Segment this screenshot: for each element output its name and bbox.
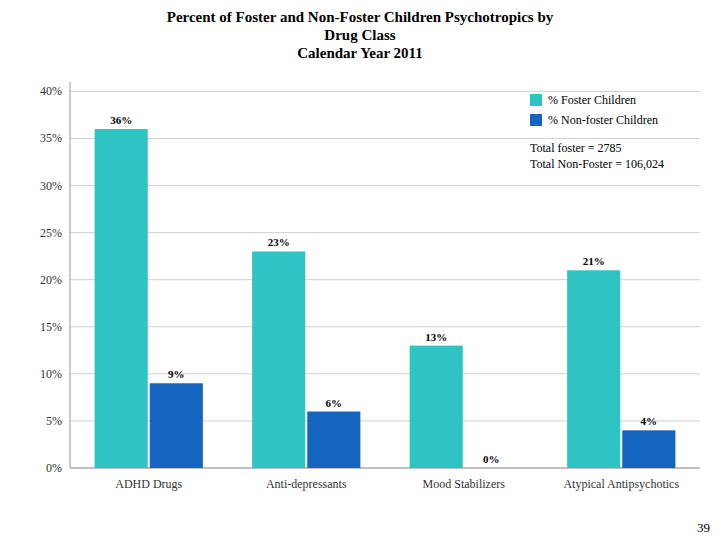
legend-label: % Non-foster Children [548, 113, 658, 127]
data-label: 21% [583, 255, 605, 267]
bar [150, 383, 203, 468]
data-label: 0% [483, 453, 500, 465]
x-tick-label: Anti-depressants [266, 477, 347, 491]
y-tick-label: 20% [40, 273, 62, 287]
legend-label: % Foster Children [548, 93, 636, 107]
x-tick-label: ADHD Drugs [115, 477, 182, 491]
y-tick-label: 15% [40, 320, 62, 334]
y-tick-label: 10% [40, 367, 62, 381]
grid-line [70, 185, 700, 186]
title-line: Drug Class [324, 27, 395, 43]
y-tick-label: 0% [46, 461, 62, 475]
y-tick-label: 40% [40, 84, 62, 98]
legend-swatch [530, 114, 542, 126]
page-number: 39 [697, 520, 710, 535]
data-label: 6% [326, 397, 343, 409]
grid [70, 91, 700, 468]
data-label: 36% [110, 114, 132, 126]
y-tick-label: 35% [40, 131, 62, 145]
legend: % Foster Children % Non-foster Children [530, 93, 658, 127]
data-label: 9% [168, 368, 185, 380]
y-tick-label: 5% [46, 414, 62, 428]
y-tick-label: 30% [40, 179, 62, 193]
title: Percent of Foster and Non-Foster Childre… [167, 9, 554, 61]
legend-swatch [530, 94, 542, 106]
bar [307, 412, 360, 468]
bar [95, 129, 148, 468]
bar [252, 251, 305, 468]
grid-line [70, 232, 700, 233]
data-label: 13% [425, 331, 447, 343]
annotation: Total foster = 2785 [530, 141, 622, 155]
bar [567, 270, 620, 468]
x-tick-label: Atypical Antipsychotics [563, 477, 679, 491]
title-line: Percent of Foster and Non-Foster Childre… [167, 9, 554, 25]
grid-line [70, 91, 700, 92]
title-line: Calendar Year 2011 [297, 45, 423, 61]
bars [95, 129, 676, 468]
x-tick-label: Mood Stabilizers [423, 477, 506, 491]
bar [622, 430, 675, 468]
chart: Percent of Foster and Non-Foster Childre… [0, 0, 720, 540]
y-axis-line [70, 82, 71, 468]
grid-line [70, 138, 700, 139]
bar [465, 468, 518, 469]
y-tick-label: 25% [40, 226, 62, 240]
data-label: 23% [268, 236, 290, 248]
bar [410, 346, 463, 468]
annotation: Total Non-Foster = 106,024 [530, 157, 664, 171]
data-label: 4% [641, 415, 658, 427]
